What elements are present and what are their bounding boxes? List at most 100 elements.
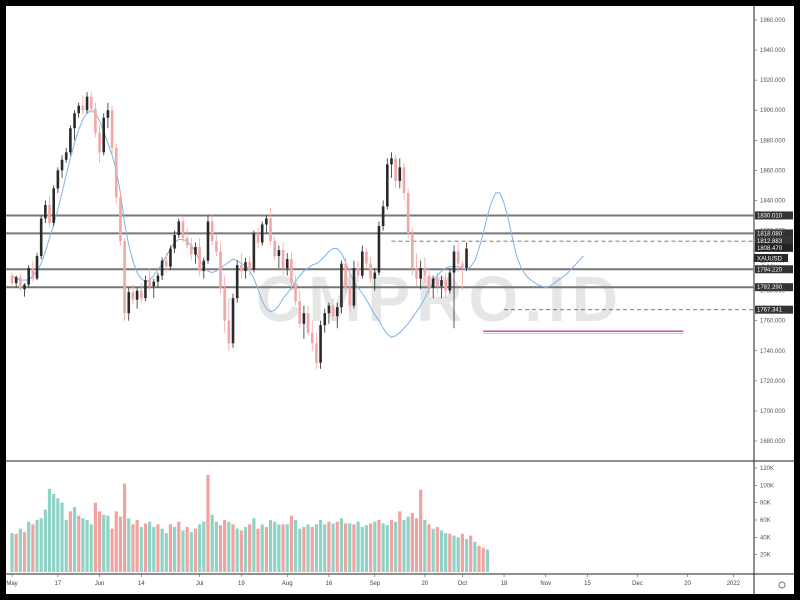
volume-bar [52,494,56,572]
candle-body [131,292,135,300]
volume-bar [318,520,323,572]
candle-body [81,105,85,111]
volume-bar [152,526,156,572]
candle-body [227,320,231,344]
volume-bar [260,524,264,572]
volume-bar [68,511,72,572]
candle-body [436,278,439,287]
volume-bar [264,526,268,572]
candle-body [185,238,189,246]
volume-bar [439,530,444,572]
volume-bar [477,546,481,572]
candle-body [181,221,185,239]
chart-frame: CMPRO.ID 1830.010 1818.080 1794.220 1782.29… [6,6,794,594]
volume-bar [198,524,202,572]
volume-bar [427,524,431,572]
level-tag: 1782.290 [757,285,783,291]
volume-bar [444,533,448,572]
volume-bar [385,525,389,572]
candle-body [64,152,68,160]
candle-body [290,259,293,284]
volume-bar [469,535,473,572]
symbol-tag: XAUUSD [757,257,783,263]
candle-body [210,221,214,242]
candle-body [60,159,64,171]
level-tag-bg [755,283,793,292]
time-axis[interactable]: May 17 Jun 14 Jul 19 Aug 16 Sep 20 Oct 18 Nov 15 Dec 20… [6,574,741,587]
grid-layer [6,6,794,594]
settings-layer[interactable] [778,581,786,589]
volume-bar [139,526,143,572]
volume-bar [81,518,85,572]
candle-body [98,132,101,153]
candle-body [369,263,372,279]
volume-bar [173,526,177,572]
candle-body [285,259,289,269]
volume-bar [364,525,369,572]
volume-bar [252,518,256,572]
level-tag: 1818.080 [757,231,783,237]
volume-bar [43,509,47,572]
volume-bar [435,526,439,572]
volume-bar [402,520,406,572]
candle-body [452,251,456,273]
volume-bar [231,524,235,572]
candle-body [248,262,251,270]
candle-body [69,128,72,153]
candle-body [202,260,206,272]
candle-body [365,251,368,264]
volume-tick-label: 80K [760,501,771,507]
candle-body [73,113,76,129]
moving-average-line [11,109,584,338]
volume-bar [156,524,160,572]
symbol-tag-bg [754,254,788,262]
candle-body [190,245,193,255]
level-tag-bg [755,265,793,274]
watermark: CMPRO.ID [256,263,624,335]
price-tick-label: 1760.000 [760,319,786,325]
candle-body [440,280,443,287]
candle-body [335,307,339,317]
price-chart[interactable]: CMPRO.ID 1830.010 1818.080 1794.220 1782.29… [6,6,794,594]
volume-bar [327,521,331,572]
candle-body [114,147,118,198]
volume-bar [122,483,127,572]
candle-body [19,277,22,290]
candle-body [331,305,335,317]
volume-bar [381,523,385,572]
volume-bar [456,537,460,572]
candle-body [302,313,306,324]
candle-body [144,280,147,299]
candle-body [119,197,122,242]
volume-bar [369,523,373,572]
volume-bar [394,521,398,572]
candle-body [14,277,18,284]
candle-body [23,284,26,290]
dashed-level-tag-bg [755,305,793,314]
volume-bar [148,521,152,572]
time-tick-label: Nov [540,581,551,587]
price-tick-label: 1740.000 [760,349,786,355]
volume-bar [168,524,173,572]
volume-bar [206,474,210,572]
volume-bar [306,524,310,572]
volume-bar [160,528,164,572]
candle-body [48,204,51,223]
candle-body [427,275,431,288]
candle-body [123,241,126,314]
time-tick-label: Dec [632,581,643,587]
time-tick-label: 17 [55,581,62,587]
volume-bar [189,532,193,572]
time-tick-label: Sep [369,581,380,587]
volume-tick-label: 60K [760,518,771,524]
volume-bar [423,520,427,572]
candle-body [139,290,143,299]
volume-bar [64,520,68,572]
volume-bar [202,521,206,572]
candle-body [56,170,60,189]
candle-body [39,218,43,257]
candle-body [419,268,422,279]
price-tags: XAUUSD +2.08% [754,254,788,271]
settings-gear-icon[interactable] [778,581,786,589]
time-tick-label: 15 [584,581,591,587]
